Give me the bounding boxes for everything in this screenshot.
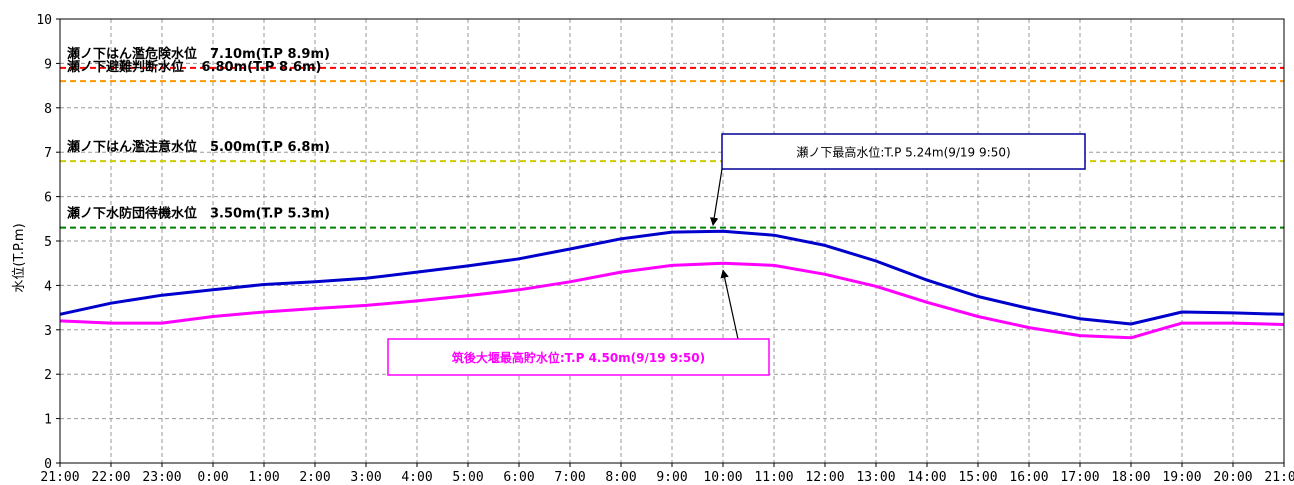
annotation-box	[721, 133, 1086, 170]
annotation-label: 瀬ノ下最高水位:T.P 5.24m(9/19 9:50)	[796, 145, 1010, 160]
x-tick-label: 15:00	[958, 470, 997, 485]
y-tick-label: 3	[44, 324, 52, 339]
x-tick-label: 0:00	[197, 470, 228, 485]
x-tick-label: 9:00	[656, 470, 687, 485]
y-tick-label: 5	[44, 235, 52, 250]
x-tick-label: 23:00	[142, 470, 181, 485]
x-tick-label: 13:00	[856, 470, 895, 485]
annotation-arrow	[720, 269, 739, 340]
reference-line-label: 瀬ノ下水防団待機水位 3.50m(T.P 5.3m)	[67, 206, 330, 222]
reference-line-label: 瀬ノ下避難判断水位 6.80m(T.P 8.6m)	[67, 59, 322, 75]
x-tick-label: 4:00	[401, 470, 432, 485]
x-tick-label: 21:00	[1264, 470, 1294, 485]
x-tick-label: 8:00	[605, 470, 636, 485]
y-tick-label: 0	[44, 457, 52, 472]
x-tick-label: 2:00	[299, 470, 330, 485]
reference-line-label: 瀬ノ下はん濫危険水位 7.10m(T.P 8.9m)	[67, 46, 330, 62]
x-tick-label: 5:00	[452, 470, 483, 485]
annotation-label: 筑後大堰最高貯水位:T.P 4.50m(9/19 9:50)	[452, 350, 705, 365]
x-tick-label: 10:00	[703, 470, 742, 485]
x-tick-label: 3:00	[350, 470, 381, 485]
x-tick-label: 1:00	[248, 470, 279, 485]
y-tick-label: 7	[44, 146, 52, 161]
y-tick-label: 6	[44, 191, 52, 206]
x-tick-label: 7:00	[554, 470, 585, 485]
y-tick-label: 1	[44, 413, 52, 428]
y-tick-label: 2	[44, 368, 52, 383]
axes: 0 1 2 3 4 5 6 7 8 9 10 21:00 22:00 23:00 0:00 1:00 2:00 3…	[36, 13, 1294, 485]
series-line	[59, 261, 1285, 340]
x-tick-label: 17:00	[1060, 470, 1099, 485]
x-tick-label: 12:00	[805, 470, 844, 485]
x-tick-label: 14:00	[907, 470, 946, 485]
x-tick-label: 21:00	[40, 470, 79, 485]
x-tick-label: 20:00	[1213, 470, 1252, 485]
y-tick-label: 8	[44, 102, 52, 117]
series-lines	[59, 229, 1285, 340]
x-tick-label: 6:00	[503, 470, 534, 485]
grid	[60, 19, 1284, 463]
x-tick-label: 19:00	[1162, 470, 1201, 485]
y-tick-label: 10	[36, 13, 52, 28]
annotations: 瀬ノ下最高水位:T.P 5.24m(9/19 9:50) 筑後大堰最高貯水位:T.…	[387, 133, 1086, 376]
x-tick-label: 16:00	[1009, 470, 1048, 485]
annotation-arrow	[710, 168, 723, 227]
series-line	[59, 229, 1285, 326]
y-tick-label: 9	[44, 57, 52, 72]
x-tick-label: 22:00	[91, 470, 130, 485]
x-tick-label: 18:00	[1111, 470, 1150, 485]
annotation-box	[387, 338, 770, 376]
y-tick-label: 4	[44, 279, 52, 294]
y-axis-label: 水位(T.P.m)	[12, 223, 27, 292]
x-tick-label: 11:00	[754, 470, 793, 485]
reference-line-label: 瀬ノ下はん濫注意水位 5.00m(T.P 6.8m)	[67, 139, 330, 155]
